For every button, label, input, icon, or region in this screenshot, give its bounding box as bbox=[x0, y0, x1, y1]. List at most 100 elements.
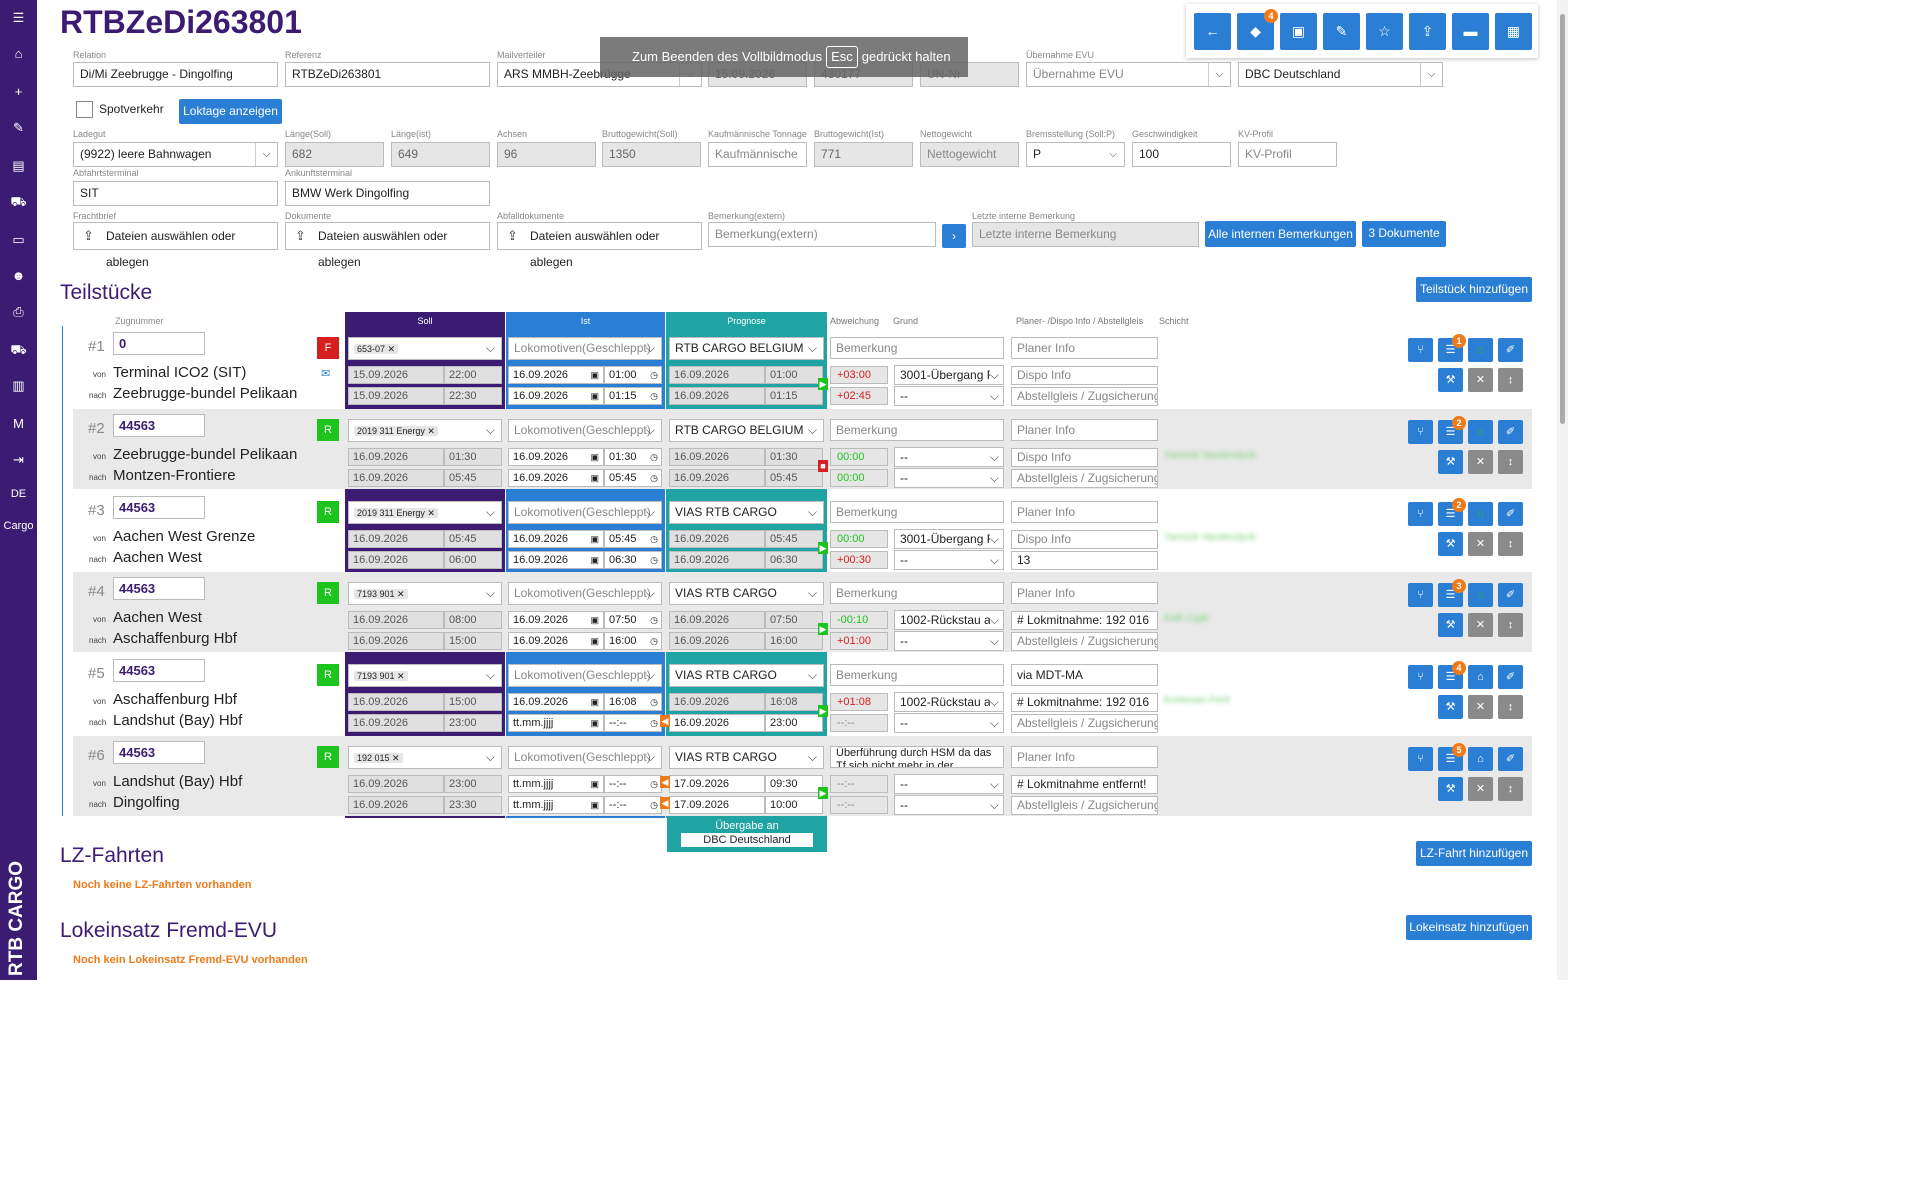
referenz-field[interactable]: RTBZeDi263801 bbox=[285, 62, 490, 87]
ist-time-to[interactable]: --:-- ◷ bbox=[604, 796, 662, 814]
edit-button[interactable]: ✐ bbox=[1498, 502, 1523, 526]
edit-button[interactable]: ✐ bbox=[1498, 583, 1523, 607]
grund-select[interactable]: -- ⌵ bbox=[894, 447, 1004, 467]
wrench-button[interactable]: ⚒ bbox=[1438, 777, 1463, 801]
dispo-info-field[interactable]: Dispo Info bbox=[1011, 448, 1158, 467]
fork-button[interactable]: ⑂ bbox=[1408, 665, 1433, 689]
dispo-info-field[interactable]: Dispo Info bbox=[1011, 530, 1158, 549]
letzte-field[interactable]: Letzte interne Bemerkung bbox=[972, 222, 1199, 247]
planer-info-field[interactable]: Planer Info bbox=[1011, 582, 1158, 604]
ist-time-from[interactable]: 16:08 ◷ bbox=[604, 693, 662, 711]
scrollbar[interactable] bbox=[1557, 0, 1568, 980]
home-button[interactable]: ⌂ bbox=[1468, 338, 1493, 362]
sidebar-language[interactable]: DE bbox=[10, 488, 27, 500]
loks-geschleppt-select[interactable]: Lokomotiven(Geschleppt) ⌵ bbox=[508, 419, 662, 442]
ist-time-to[interactable]: 06:30 ◷ bbox=[604, 551, 662, 569]
loks-geschleppt-select[interactable]: Lokomotiven(Geschleppt) ⌵ bbox=[508, 582, 662, 605]
abstellgleis-field[interactable]: 13 bbox=[1011, 551, 1158, 570]
prognose-evu-select[interactable]: RTB CARGO BELGIUM ⌵ bbox=[669, 419, 824, 442]
abstellgleis-field[interactable]: Abstellgleis / Zugsicherung bbox=[1011, 387, 1158, 406]
brutto-ist-field[interactable]: 771 bbox=[814, 142, 913, 167]
ist-time-from[interactable]: 01:00 ◷ bbox=[604, 366, 662, 384]
bemerkung-field[interactable]: Bemerkung bbox=[830, 582, 1004, 604]
uebernahme-select[interactable]: Übernahme EVU ⌵ bbox=[1026, 62, 1231, 87]
spotverkehr-checkbox[interactable] bbox=[76, 101, 93, 118]
wrench-button[interactable]: ⚒ bbox=[1438, 613, 1463, 637]
zugnummer-field[interactable]: 44563 bbox=[113, 659, 205, 682]
wrench-button[interactable]: ⚒ bbox=[1438, 450, 1463, 474]
document-icon[interactable]: ▤ bbox=[12, 158, 25, 173]
close-button[interactable]: ✕ bbox=[1468, 695, 1493, 719]
lok-select[interactable]: 7193 901 ✕ ⌵ bbox=[348, 664, 502, 687]
fork-button[interactable]: ⑂ bbox=[1408, 583, 1433, 607]
lok-select[interactable]: 192 015 ✕ ⌵ bbox=[348, 746, 502, 769]
archive-icon[interactable]: ▭ bbox=[12, 232, 25, 247]
close-button[interactable]: ✕ bbox=[1468, 368, 1493, 392]
bemerkung-field[interactable]: Bemerkung bbox=[830, 337, 1004, 359]
close-button[interactable]: ✕ bbox=[1468, 777, 1493, 801]
edit-button[interactable]: ✐ bbox=[1498, 338, 1523, 362]
ist-time-from[interactable]: 07:50 ◷ bbox=[604, 611, 662, 629]
prognose-evu-select[interactable]: VIAS RTB CARGO ⌵ bbox=[669, 582, 824, 605]
fork-button[interactable]: ⑂ bbox=[1408, 747, 1433, 771]
move-button[interactable]: ↕ bbox=[1498, 368, 1523, 392]
move-button[interactable]: ↕ bbox=[1498, 695, 1523, 719]
planer-info-field[interactable]: Planer Info bbox=[1011, 337, 1158, 359]
grund-select[interactable]: -- ⌵ bbox=[894, 795, 1004, 815]
prognose-evu-select[interactable]: RTB CARGO BELGIUM ⌵ bbox=[669, 337, 824, 360]
abfahrt-field[interactable]: SIT bbox=[73, 181, 278, 206]
back-button[interactable]: ← bbox=[1194, 13, 1231, 50]
grund-select[interactable]: -- ⌵ bbox=[894, 386, 1004, 406]
pencil-button[interactable]: ✎ bbox=[1323, 13, 1360, 50]
dispo-info-field[interactable]: # Lokmitnahme: 192 016 bbox=[1011, 611, 1158, 630]
relation-field[interactable]: Di/Mi Zeebrugge - Dingolfing bbox=[73, 62, 278, 87]
train-button[interactable]: ▣ bbox=[1280, 13, 1317, 50]
alle-bemerkungen-button[interactable]: Alle internen Bemerkungen bbox=[1205, 221, 1356, 247]
edit-button[interactable]: ✐ bbox=[1498, 747, 1523, 771]
achsen-field[interactable]: 96 bbox=[497, 142, 596, 167]
lok-select[interactable]: 653-07 ✕ ⌵ bbox=[348, 337, 502, 360]
lz-add-button[interactable]: LZ-Fahrt hinzufügen bbox=[1416, 841, 1532, 866]
dokumente-upload[interactable]: ⇪ Dateien auswählen oder ablegen bbox=[285, 222, 490, 269]
close-button[interactable]: ✕ bbox=[1468, 613, 1493, 637]
laenge-ist-field[interactable]: 649 bbox=[391, 142, 490, 167]
ist-date-from[interactable]: 16.09.2026 ▣ bbox=[508, 693, 604, 711]
zugnummer-field[interactable]: 44563 bbox=[113, 577, 205, 600]
ist-time-to[interactable]: 16:00 ◷ bbox=[604, 632, 662, 650]
ist-date-from[interactable]: 16.09.2026 ▣ bbox=[508, 448, 604, 466]
ist-date-from[interactable]: 16.09.2026 ▣ bbox=[508, 366, 604, 384]
fork-button[interactable]: ⑂ bbox=[1408, 338, 1433, 362]
ist-time-from[interactable]: 01:30 ◷ bbox=[604, 448, 662, 466]
prognose-evu-select[interactable]: VIAS RTB CARGO ⌵ bbox=[669, 664, 824, 687]
zugnummer-field[interactable]: 44563 bbox=[113, 741, 205, 764]
loks-geschleppt-select[interactable]: Lokomotiven(Geschleppt) ⌵ bbox=[508, 337, 662, 360]
dokumente-button[interactable]: 3 Dokumente bbox=[1362, 221, 1446, 247]
grund-select[interactable]: -- ⌵ bbox=[894, 631, 1004, 651]
home-button[interactable]: ⌂ bbox=[1468, 747, 1493, 771]
abstellgleis-field[interactable]: Abstellgleis / Zugsicherung bbox=[1011, 714, 1158, 733]
ankunft-field[interactable]: BMW Werk Dingolfing bbox=[285, 181, 490, 206]
ladegut-select[interactable]: (9922) leere Bahnwagen ⌵ bbox=[73, 142, 278, 167]
pencil-icon[interactable]: ✎ bbox=[13, 120, 24, 135]
ist-date-from[interactable]: 16.09.2026 ▣ bbox=[508, 611, 604, 629]
planer-info-field[interactable]: Planer Info bbox=[1011, 501, 1158, 523]
frachtbrief-upload[interactable]: ⇪ Dateien auswählen oder ablegen bbox=[73, 222, 278, 269]
home-button[interactable]: ⌂ bbox=[1468, 583, 1493, 607]
planer-info-field[interactable]: via MDT-MA bbox=[1011, 664, 1158, 686]
zugnummer-field[interactable]: 44563 bbox=[113, 496, 205, 519]
grund-select[interactable]: 3001-Übergang F ⌵ bbox=[894, 365, 1004, 385]
ist-time-to[interactable]: 01:15 ◷ bbox=[604, 387, 662, 405]
star-button[interactable]: ☆ bbox=[1366, 13, 1403, 50]
laenge-soll-field[interactable]: 682 bbox=[285, 142, 384, 167]
lok-select[interactable]: 2019 311 Energy ✕ ⌵ bbox=[348, 419, 502, 442]
dispo-info-field[interactable]: # Lokmitnahme entfernt! bbox=[1011, 775, 1158, 794]
move-button[interactable]: ↕ bbox=[1498, 450, 1523, 474]
brems-select[interactable]: P ⌵ bbox=[1026, 142, 1125, 167]
grund-select[interactable]: -- ⌵ bbox=[894, 713, 1004, 733]
close-button[interactable]: ✕ bbox=[1468, 450, 1493, 474]
book-icon[interactable]: ▥ bbox=[12, 378, 25, 393]
dispo-info-field[interactable]: Dispo Info bbox=[1011, 366, 1158, 385]
bemerkung-field[interactable]: Bemerkung bbox=[830, 664, 1004, 686]
ist-date-to[interactable]: tt.mm.jjjj ▣ bbox=[508, 796, 604, 814]
ist-date-to[interactable]: tt.mm.jjjj ▣ bbox=[508, 714, 604, 732]
